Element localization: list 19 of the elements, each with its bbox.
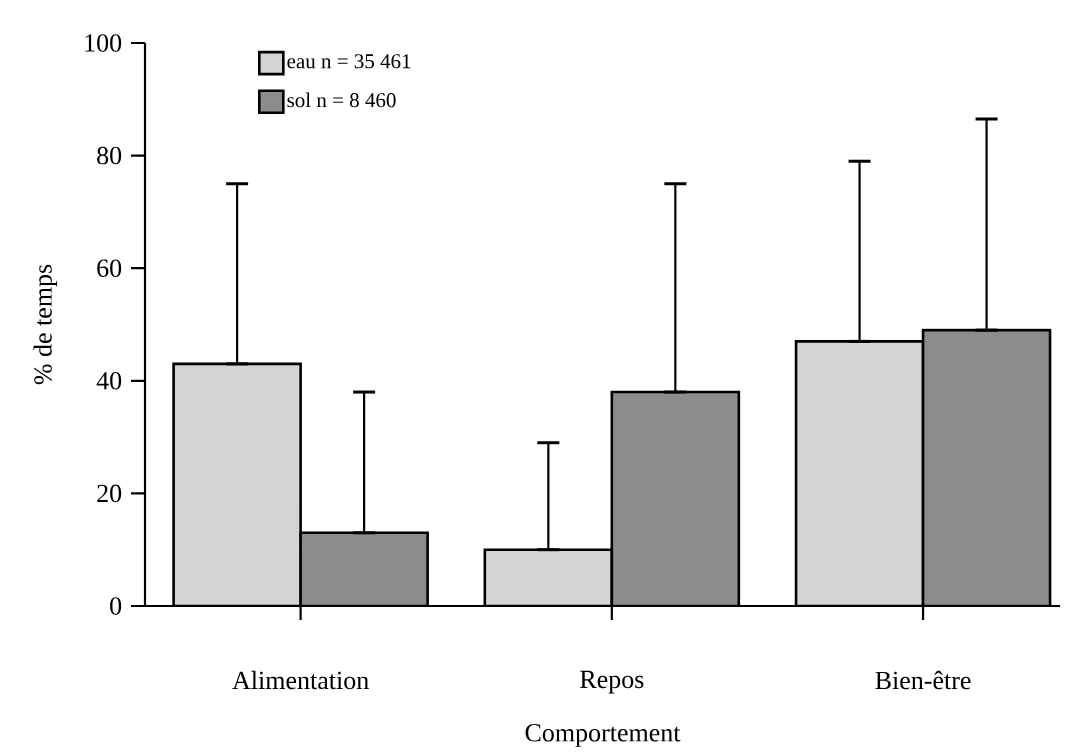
x-tick-label: Repos bbox=[580, 671, 644, 694]
x-axis-title: Comportement bbox=[525, 724, 681, 748]
y-tick-label: 100 bbox=[85, 34, 122, 52]
bar bbox=[483, 548, 614, 607]
bar bbox=[299, 531, 429, 607]
bar bbox=[921, 329, 1052, 607]
x-tick-label: Bien-être bbox=[875, 671, 971, 690]
bar bbox=[794, 340, 925, 607]
y-tick-label: 40 bbox=[96, 372, 122, 390]
x-tick-label: Alimentation bbox=[232, 671, 369, 690]
y-axis-title: % de temps bbox=[33, 265, 58, 385]
y-tick-label: 60 bbox=[97, 259, 122, 278]
y-tick-label: 0 bbox=[110, 597, 122, 615]
bar bbox=[610, 390, 741, 607]
legend-label: eau n = 35 461 bbox=[287, 54, 411, 69]
y-tick-label: 20 bbox=[97, 484, 122, 503]
legend-label: sol n = 8 460 bbox=[287, 92, 396, 108]
y-tick-label: 80 bbox=[97, 147, 122, 165]
bar bbox=[172, 362, 302, 607]
